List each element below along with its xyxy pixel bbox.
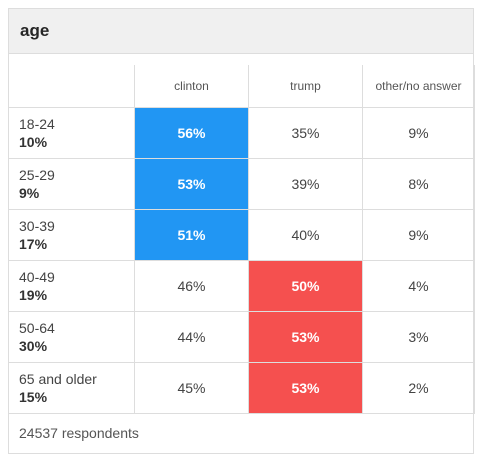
column-header-trump: trump — [248, 65, 363, 108]
cell-other: 9% — [362, 106, 475, 159]
cell-clinton: 45% — [134, 361, 249, 414]
age-group-share: 9% — [19, 184, 40, 201]
row-header: 30-39 17% — [8, 208, 135, 261]
table-row: 50-64 30% 44% 53% 3% — [8, 310, 475, 363]
table-row: 65 and older 15% 45% 53% 2% — [8, 361, 475, 414]
age-group-share: 17% — [19, 235, 48, 252]
cell-other: 9% — [362, 208, 475, 261]
cell-other: 2% — [362, 361, 475, 414]
cell-trump: 53% — [248, 310, 363, 363]
cell-trump: 35% — [248, 106, 363, 159]
exit-poll-card: age clinton trump other/no answer 18-24 1… — [8, 8, 475, 454]
column-header-other: other/no answer — [362, 65, 475, 108]
cell-trump: 50% — [248, 259, 363, 312]
cell-clinton: 46% — [134, 259, 249, 312]
age-group-label: 18-24 — [19, 115, 55, 132]
cell-trump: 40% — [248, 208, 363, 261]
age-group-share: 10% — [19, 133, 48, 150]
cell-other: 4% — [362, 259, 475, 312]
table-row: 18-24 10% 56% 35% 9% — [8, 106, 475, 159]
header-corner — [8, 65, 135, 108]
age-group-share: 19% — [19, 286, 48, 303]
column-header-clinton: clinton — [134, 65, 249, 108]
respondents-count: 24537 respondents — [19, 424, 139, 441]
table-row: 40-49 19% 46% 50% 4% — [8, 259, 475, 312]
table-row: 30-39 17% 51% 40% 9% — [8, 208, 475, 261]
cell-other: 3% — [362, 310, 475, 363]
cell-trump: 53% — [248, 361, 363, 414]
row-header: 40-49 19% — [8, 259, 135, 312]
cell-clinton: 44% — [134, 310, 249, 363]
age-group-label: 65 and older — [19, 370, 97, 387]
cell-clinton: 56% — [134, 106, 249, 159]
cell-other: 8% — [362, 157, 475, 210]
row-header: 50-64 30% — [8, 310, 135, 363]
cell-clinton: 53% — [134, 157, 249, 210]
age-group-label: 25-29 — [19, 166, 55, 183]
card-header: age — [9, 9, 473, 54]
age-group-label: 50-64 — [19, 319, 55, 336]
age-group-label: 30-39 — [19, 217, 55, 234]
row-header: 18-24 10% — [8, 106, 135, 159]
cell-clinton: 51% — [134, 208, 249, 261]
results-table: clinton trump other/no answer 18-24 10% 56… — [8, 65, 475, 414]
age-group-share: 30% — [19, 337, 48, 354]
header-row: clinton trump other/no answer — [8, 65, 475, 108]
row-header: 25-29 9% — [8, 157, 135, 210]
table-row: 25-29 9% 53% 39% 8% — [8, 157, 475, 210]
age-group-label: 40-49 — [19, 268, 55, 285]
row-header: 65 and older 15% — [8, 361, 135, 414]
age-group-share: 15% — [19, 388, 48, 405]
cell-trump: 39% — [248, 157, 363, 210]
card-title: age — [20, 21, 50, 40]
